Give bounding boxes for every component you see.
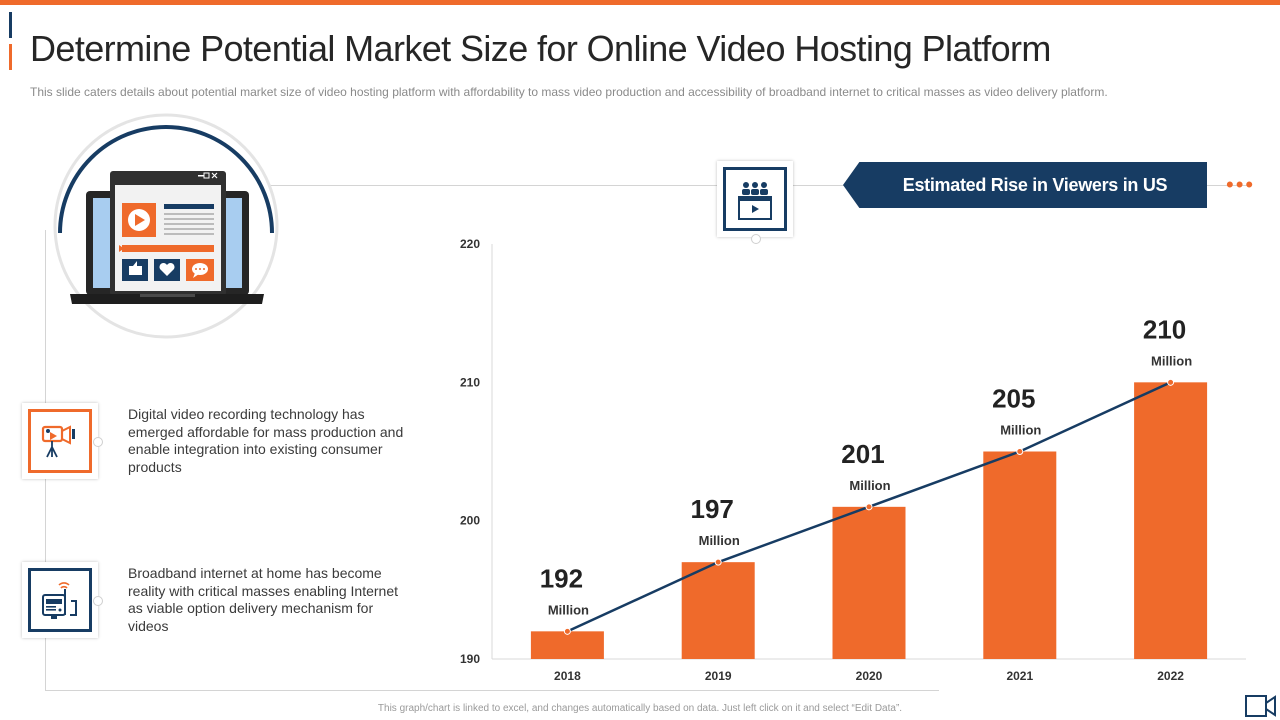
laptop-video-illustration xyxy=(53,113,279,339)
point-1-connector-knob xyxy=(93,437,103,447)
broadband-router-icon xyxy=(42,582,77,619)
y-tick-label: 200 xyxy=(460,514,480,528)
point-icon-box-router xyxy=(22,562,98,638)
point-1-text: Digital video recording technology has e… xyxy=(128,406,404,475)
bar xyxy=(1134,382,1208,659)
title-accent-navy xyxy=(9,12,12,38)
y-tick-label: 210 xyxy=(460,375,480,389)
data-label-unit: Million xyxy=(1151,353,1192,368)
x-tick-label: 2018 xyxy=(554,669,581,683)
data-label-value: 210 xyxy=(1143,314,1186,344)
bar xyxy=(832,506,906,659)
trend-point xyxy=(563,627,571,635)
bar xyxy=(681,562,755,659)
page-subtitle: This slide caters details about potentia… xyxy=(30,85,1108,99)
trend-point xyxy=(1016,448,1024,455)
banner-label: Estimated Rise in Viewers in US xyxy=(902,175,1168,195)
x-tick-label: 2020 xyxy=(856,669,883,683)
point-icon-box-camera xyxy=(22,403,98,479)
audience-video-icon xyxy=(738,182,772,220)
data-label-value: 201 xyxy=(841,439,884,469)
data-label-value: 197 xyxy=(691,494,734,524)
illustration-arc xyxy=(58,125,274,234)
footer-note: This graph/chart is linked to excel, and… xyxy=(377,703,903,714)
viewers-connector-knob xyxy=(751,234,761,244)
data-label-unit: Million xyxy=(548,602,589,617)
trend-point xyxy=(865,503,873,511)
trend-point xyxy=(1167,378,1175,386)
top-accent-bar xyxy=(0,0,1280,5)
data-label-value: 192 xyxy=(540,563,583,593)
data-label-unit: Million xyxy=(699,533,740,548)
bar xyxy=(530,631,604,659)
chart-header-banner: Estimated Rise in Viewers in US xyxy=(843,162,1207,208)
video-camera-icon xyxy=(41,425,75,458)
y-tick-label: 190 xyxy=(460,652,480,666)
video-camera-corner-icon[interactable] xyxy=(1245,695,1277,717)
data-label-unit: Million xyxy=(1000,423,1041,438)
point-2-connector-knob xyxy=(93,596,103,606)
page-title: Determine Potential Market Size for Onli… xyxy=(30,28,1051,69)
point-2-text: Broadband internet at home has become re… xyxy=(128,565,399,634)
y-tick-label: 220 xyxy=(460,237,480,251)
viewers-icon-box xyxy=(717,161,793,237)
bottom-divider-line xyxy=(45,690,939,691)
data-label-unit: Million xyxy=(849,478,890,493)
data-label-value: 205 xyxy=(992,384,1035,414)
trend-point xyxy=(714,558,722,566)
title-accent-orange xyxy=(9,44,12,70)
x-tick-label: 2022 xyxy=(1157,669,1184,683)
x-tick-label: 2021 xyxy=(1006,669,1033,683)
x-tick-label: 2019 xyxy=(705,669,732,683)
bar xyxy=(983,451,1057,659)
